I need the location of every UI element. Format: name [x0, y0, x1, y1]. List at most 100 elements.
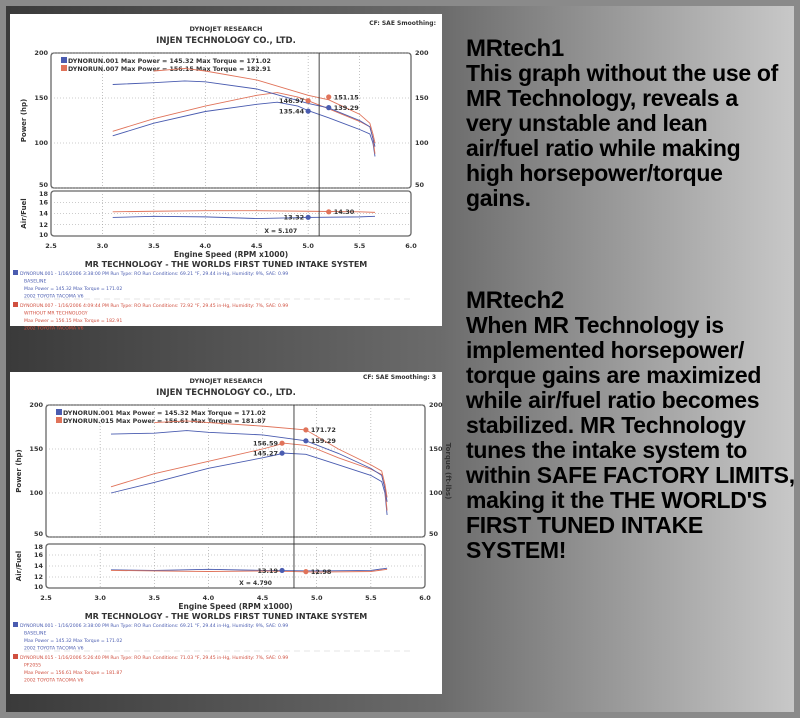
af-series-line	[110, 567, 388, 572]
y2-tick-label: 50	[415, 181, 425, 189]
data-marker	[303, 438, 309, 444]
run-info-line: 2002 TOYOTA TACOMA V6	[24, 646, 84, 652]
af-tick-label: 12	[39, 221, 48, 229]
power-series-line	[112, 92, 376, 154]
af-tick-label: 14	[39, 210, 49, 218]
x-tick-label: 4.0	[200, 242, 212, 250]
af-tick-label: 14	[34, 562, 44, 570]
run-info-line: DYNORUN.001 - 1/16/2006 3:38:00 PM Run T…	[20, 271, 288, 277]
x-tick-label: 3.0	[94, 594, 106, 602]
text-panel-1: MRtech1 This graph without the use of MR…	[466, 36, 786, 211]
footer-title: MR TECHNOLOGY - THE WORLDS FIRST TUNED I…	[85, 612, 368, 621]
marker-label: 171.72	[311, 426, 336, 434]
marker-label: 145.27	[253, 449, 278, 457]
footer-title: MR TECHNOLOGY - THE WORLDS FIRST TUNED I…	[85, 260, 368, 269]
text-body: When MR Technology is implemented horsep…	[466, 312, 795, 563]
data-marker	[303, 427, 309, 433]
data-marker	[326, 209, 332, 215]
x-axis-label: Engine Speed (RPM x1000)	[178, 602, 292, 611]
x-tick-label: 3.5	[149, 594, 161, 602]
data-marker	[305, 214, 311, 220]
text-heading: MRtech1	[466, 35, 564, 62]
y-tick-label: 100	[34, 139, 48, 147]
y2-tick-label: 100	[429, 489, 443, 497]
legend-swatch	[61, 57, 67, 63]
power-series-line	[112, 101, 376, 157]
y-axis-label: Power (hp)	[15, 449, 23, 492]
legend-swatch	[61, 65, 67, 71]
data-marker	[279, 450, 285, 456]
marker-label: 151.15	[334, 93, 360, 101]
marker-label: 13.32	[284, 214, 305, 222]
run-info-line: Max Power = 156.15 Max Torque = 182.91	[24, 318, 122, 324]
af-axis-label: Air/Fuel	[15, 551, 23, 581]
run-info-line: Max Power = 156.61 Max Torque = 181.87	[24, 670, 122, 676]
run-info-line: DYNORUN.007 - 1/16/2006 4:09:44 PM Run T…	[20, 303, 288, 309]
af-tick-label: 10	[39, 231, 49, 239]
af-tick-label: 16	[34, 551, 44, 559]
x-tick-label: 3.5	[148, 242, 160, 250]
text-heading: MRtech2	[466, 287, 564, 314]
torque-series-line	[112, 80, 376, 147]
x-tick-label: 4.5	[257, 594, 269, 602]
x-axis-label: Engine Speed (RPM x1000)	[174, 250, 288, 259]
data-marker	[303, 569, 309, 575]
af-tick-label: 16	[39, 198, 49, 206]
x-tick-label: 5.5	[365, 594, 377, 602]
data-marker	[305, 108, 311, 114]
af-axis-label: Air/Fuel	[20, 198, 28, 228]
power-series-line	[110, 452, 388, 516]
x-tick-label: 4.0	[203, 594, 215, 602]
legend-swatch	[56, 409, 62, 415]
marker-label: 14.30	[334, 208, 355, 216]
legend-entry: DYNORUN.015 Max Power = 156.61 Max Torqu…	[63, 418, 266, 425]
run-swatch	[13, 270, 18, 275]
cursor-label: X = 5.107	[264, 228, 297, 235]
y2-axis-label: Torque (ft-lbs)	[444, 443, 452, 500]
y-tick-label: 150	[29, 445, 43, 453]
data-marker	[279, 567, 285, 574]
run-info-line: 2002 TOYOTA TACOMA V6	[24, 678, 84, 684]
af-tick-label: 12	[34, 573, 43, 581]
x-tick-label: 3.0	[97, 242, 109, 250]
x-tick-label: 5.5	[354, 242, 366, 250]
text-panel-2: MRtech2 When MR Technology is implemente…	[466, 288, 796, 563]
x-tick-label: 5.0	[302, 242, 314, 250]
run-swatch	[13, 622, 18, 627]
cf-label: CF: SAE Smoothing:	[369, 20, 436, 27]
dyno-chart-1: DYNOJET RESEARCH INJEN TECHNOLOGY CO., LT…	[10, 14, 442, 332]
y-axis-label: Power (hp)	[20, 99, 28, 142]
marker-label: 135.44	[279, 107, 305, 115]
chart-header: DYNOJET RESEARCH	[190, 377, 263, 385]
run-info-line: 2002 TOYOTA TACOMA V6	[24, 294, 84, 300]
run-info-line: BASELINE	[24, 631, 46, 637]
legend-swatch	[56, 417, 62, 423]
y-tick-label: 150	[34, 94, 48, 102]
marker-label: 13.19	[258, 567, 279, 575]
torque-series-line	[154, 420, 388, 498]
run-info-line: WITHOUT MR TECHNOLOGY	[24, 311, 88, 317]
y-tick-label: 200	[29, 401, 43, 409]
x-tick-label: 5.0	[311, 594, 323, 602]
y2-tick-label: 150	[429, 445, 443, 453]
run-info-line: BASELINE	[24, 279, 46, 285]
af-series-line	[112, 215, 376, 220]
run-info-line: Max Power = 145.32 Max Torque = 171.02	[24, 286, 122, 292]
marker-label: 12.98	[311, 568, 332, 576]
y-tick-label: 100	[29, 489, 43, 497]
data-marker	[326, 105, 332, 111]
y2-tick-label: 50	[429, 530, 439, 538]
chart-svg: DYNOJET RESEARCH INJEN TECHNOLOGY CO., LT…	[13, 374, 452, 684]
y2-tick-label: 150	[415, 94, 429, 102]
power-series-line	[110, 442, 388, 511]
x-tick-label: 2.5	[40, 594, 52, 602]
legend-entry: DYNORUN.001 Max Power = 145.32 Max Torqu…	[63, 410, 266, 417]
marker-label: 139.29	[334, 104, 360, 112]
chart-title: INJEN TECHNOLOGY CO., LTD.	[156, 36, 296, 46]
x-tick-label: 2.5	[45, 242, 57, 250]
run-info-line: 2002 TOYOTA TACOMA V6	[24, 326, 84, 332]
af-series-line	[110, 568, 388, 573]
x-tick-label: 4.5	[251, 242, 263, 250]
y2-tick-label: 100	[415, 139, 429, 147]
af-tick-label: 18	[34, 543, 44, 551]
